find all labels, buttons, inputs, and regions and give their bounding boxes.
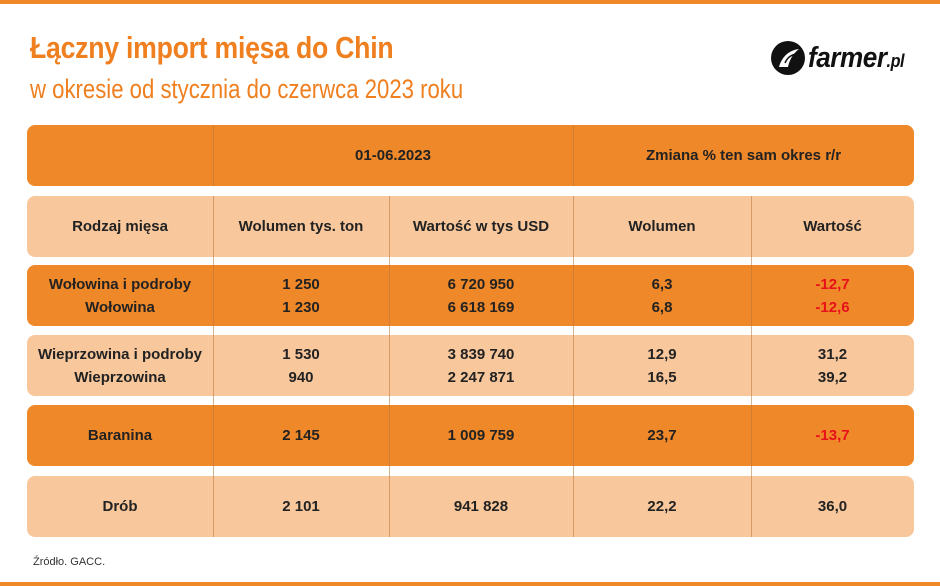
- value-cell: 941 828: [453, 498, 509, 515]
- column-divider: [573, 125, 574, 186]
- column-divider: [213, 125, 214, 186]
- value-change-cell: -13,7: [815, 427, 850, 444]
- column-header-volume-change: Wolumen: [628, 218, 696, 235]
- table-row: Baranina 2 145 1 009 759 23,7 -13,7: [27, 405, 914, 466]
- top-accent-bar: [0, 0, 940, 4]
- volume-cell: 2 101: [282, 498, 320, 515]
- table-header-group: 01-06.2023 Zmiana % ten sam okres r/r: [27, 125, 914, 186]
- volume-cell: 1 530 940: [282, 345, 320, 386]
- page-subtitle: w okresie od stycznia do czerwca 2023 ro…: [30, 74, 464, 104]
- column-header-value: Wartość w tys USD: [412, 218, 550, 235]
- column-divider: [573, 196, 574, 537]
- value-change-cell: -12,7 -12,6: [815, 275, 850, 316]
- volume-change-cell: 22,2: [647, 498, 677, 515]
- header-change: Zmiana % ten sam okres r/r: [645, 147, 842, 164]
- column-divider: [389, 196, 390, 537]
- column-header-type: Rodzaj mięsa: [72, 218, 168, 235]
- value-change-cell: 36,0: [817, 498, 848, 515]
- column-header-value-change: Wartość: [803, 218, 862, 235]
- column-divider: [751, 196, 752, 537]
- table-header-columns: Rodzaj mięsa Wolumen tys. ton Wartość w …: [27, 196, 914, 257]
- meat-type-cell: Drób: [102, 498, 138, 515]
- column-divider: [213, 196, 214, 537]
- table-row: Wołowina i podroby Wołowina 1 250 1 230 6 …: [27, 265, 914, 326]
- volume-cell: 1 250 1 230: [282, 275, 320, 316]
- value-cell: 1 009 759: [447, 427, 515, 444]
- table-row: Wieprzowina i podroby Wieprzowina 1 530 94…: [27, 335, 914, 396]
- volume-change-cell: 23,7: [647, 427, 677, 444]
- meat-type-cell: Wołowina i podroby Wołowina: [48, 275, 192, 316]
- column-header-volume: Wolumen tys. ton: [238, 218, 364, 235]
- page-title: Łączny import mięsa do Chin: [30, 30, 394, 65]
- volume-change-cell: 12,9 16,5: [647, 345, 677, 386]
- value-change-cell: 31,2 39,2: [817, 345, 848, 386]
- volume-cell: 2 145: [282, 427, 320, 444]
- source-note: Źródło. GACC.: [33, 556, 106, 568]
- volume-change-cell: 6,3 6,8: [651, 275, 673, 316]
- value-cell: 6 720 950 6 618 169: [447, 275, 515, 316]
- table-row: Drób 2 101 941 828 22,2 36,0: [27, 476, 914, 537]
- farmer-logo: farmer.pl: [770, 40, 915, 76]
- meat-type-cell: Baranina: [87, 427, 153, 444]
- header-period: 01-06.2023: [355, 147, 431, 164]
- bottom-accent-bar: [0, 582, 940, 586]
- farmer-logo-text: farmer.pl: [808, 41, 905, 74]
- farmer-logo-icon: [771, 41, 805, 75]
- value-cell: 3 839 740 2 247 871: [447, 345, 515, 386]
- meat-type-cell: Wieprzowina i podroby Wieprzowina: [37, 345, 203, 386]
